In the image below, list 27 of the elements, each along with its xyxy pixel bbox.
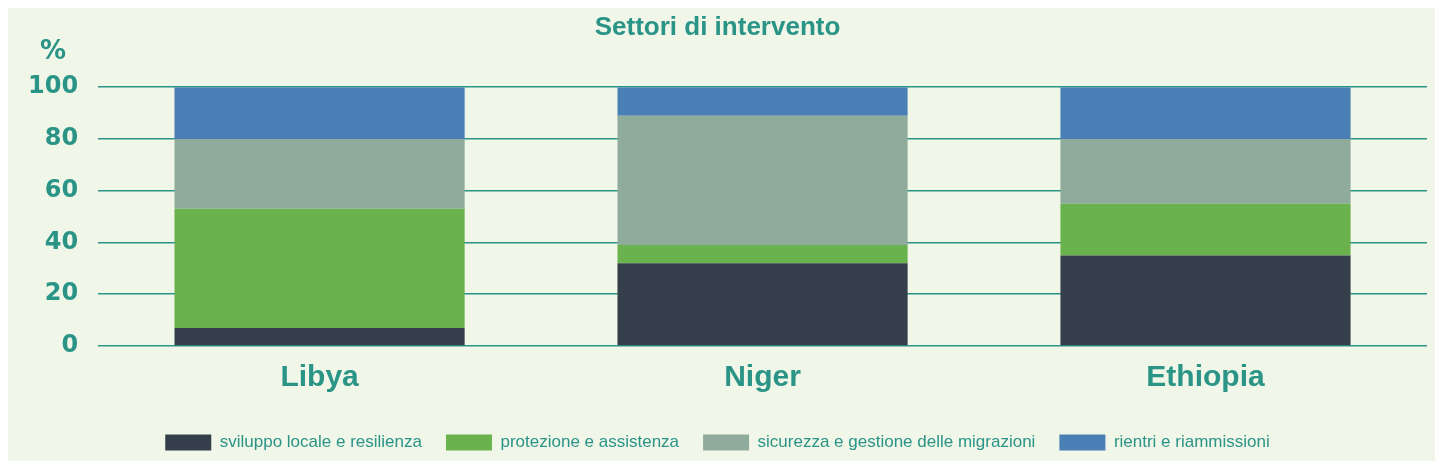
y-tick-label: 60 [44,174,79,203]
bar [174,327,465,346]
x-tick-label: Niger [724,359,802,393]
x-tick-label: Libya [280,359,360,393]
legend-label: rientri e riammissioni [1113,432,1270,452]
legend-label: sicurezza e gestione delle migrazioni [757,432,1036,452]
bar [174,138,465,209]
y-tick-label: 80 [44,123,79,152]
bar [174,208,465,328]
legend-label: sviluppo locale e resilienza [219,432,423,452]
y-tick-label: 0 [61,330,79,359]
bar [1060,255,1351,346]
bar [617,245,908,264]
y-tick-label: 40 [44,226,79,255]
chart-title: Settori di intervento [594,10,841,41]
bar [617,87,908,116]
bar [174,87,465,139]
legend-label: protezione e assistenza [500,432,680,452]
bar [1060,203,1351,256]
y-tick-label: 20 [44,278,79,307]
bar [617,115,908,246]
bar [1060,138,1351,204]
bar [1060,87,1351,139]
y-axis-title: % [40,34,67,65]
bar [617,263,908,346]
y-tick-label: 100 [27,71,79,100]
x-tick-label: Ethiopia [1146,359,1265,393]
